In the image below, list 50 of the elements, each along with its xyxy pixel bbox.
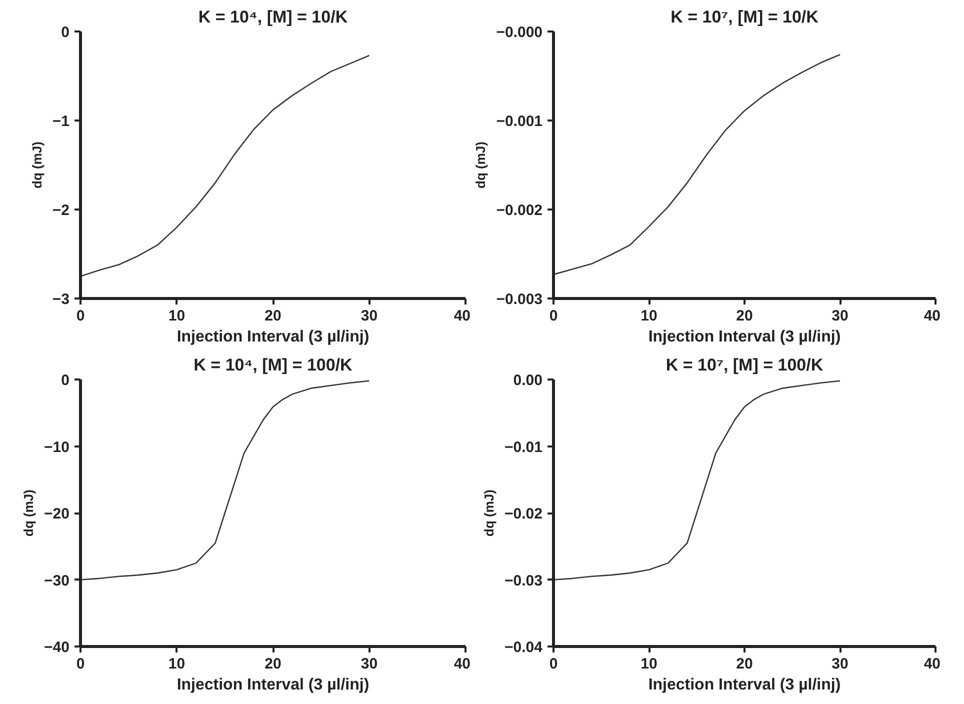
x-tick-label: 30 xyxy=(360,656,378,672)
chart-title: K = 10⁷, [M] = 100/K xyxy=(666,356,824,374)
x-tick-label: 0 xyxy=(76,308,85,324)
chart-title: K = 10⁴, [M] = 100/K xyxy=(194,356,354,374)
y-tick-label: −1 xyxy=(52,113,70,130)
y-tick-label: −2 xyxy=(52,202,70,219)
x-tick-label: 40 xyxy=(924,308,941,324)
x-axis-title: Injection Interval (3 µl/inj) xyxy=(648,676,841,694)
y-tick-label: 0 xyxy=(61,372,70,389)
y-tick-label: −30 xyxy=(44,572,70,590)
y-tick-label: −0.001 xyxy=(496,113,542,130)
y-tick-label: −20 xyxy=(44,506,70,522)
y-tick-label: −40 xyxy=(44,639,70,656)
x-tick-label: 30 xyxy=(360,308,378,324)
x-axis-title: Injection Interval (3 µl/inj) xyxy=(176,328,370,346)
x-tick-label: 0 xyxy=(549,308,558,324)
x-tick-label: 10 xyxy=(640,656,658,672)
x-tick-label: 0 xyxy=(549,656,558,672)
x-axis-title: Injection Interval (3 µl/inj) xyxy=(176,676,370,694)
x-tick-label: 20 xyxy=(264,308,282,324)
y-tick-label: −0.01 xyxy=(504,438,543,456)
chart-title: K = 10⁷, [M] = 10/K xyxy=(670,8,820,26)
y-axis-title: dq (mJ) xyxy=(482,490,497,536)
x-tick-label: 40 xyxy=(454,308,471,324)
x-tick-label: 30 xyxy=(832,656,848,672)
y-tick-label: 0 xyxy=(61,24,70,41)
y-tick-label: −0.003 xyxy=(496,291,542,308)
y-tick-label: −3 xyxy=(52,291,70,308)
y-tick-label: −0.04 xyxy=(504,639,544,656)
x-tick-label: 10 xyxy=(168,656,186,672)
y-tick-label: −0.000 xyxy=(496,24,542,41)
x-axis-title: Injection Interval (3 µl/inj) xyxy=(648,328,841,346)
x-tick-label: 20 xyxy=(264,656,282,672)
y-tick-label: −0.002 xyxy=(496,202,542,219)
y-axis-title: dq (mJ) xyxy=(29,142,44,188)
y-tick-label: −0.02 xyxy=(504,506,543,522)
x-tick-label: 0 xyxy=(76,656,85,672)
x-tick-label: 40 xyxy=(454,656,471,672)
chart-title: K = 10⁴, [M] = 10/K xyxy=(198,8,348,26)
y-tick-label: −10 xyxy=(44,438,70,456)
x-tick-label: 40 xyxy=(924,656,941,672)
y-tick-label: 0.00 xyxy=(513,372,543,389)
y-axis-title: dq (mJ) xyxy=(21,490,36,536)
y-tick-label: −0.03 xyxy=(504,572,543,590)
x-tick-label: 30 xyxy=(832,308,848,324)
x-tick-label: 10 xyxy=(640,308,658,324)
x-tick-label: 10 xyxy=(168,308,186,324)
x-tick-label: 20 xyxy=(736,656,753,672)
y-axis-title: dq (mJ) xyxy=(473,142,488,188)
x-tick-label: 20 xyxy=(736,308,753,324)
